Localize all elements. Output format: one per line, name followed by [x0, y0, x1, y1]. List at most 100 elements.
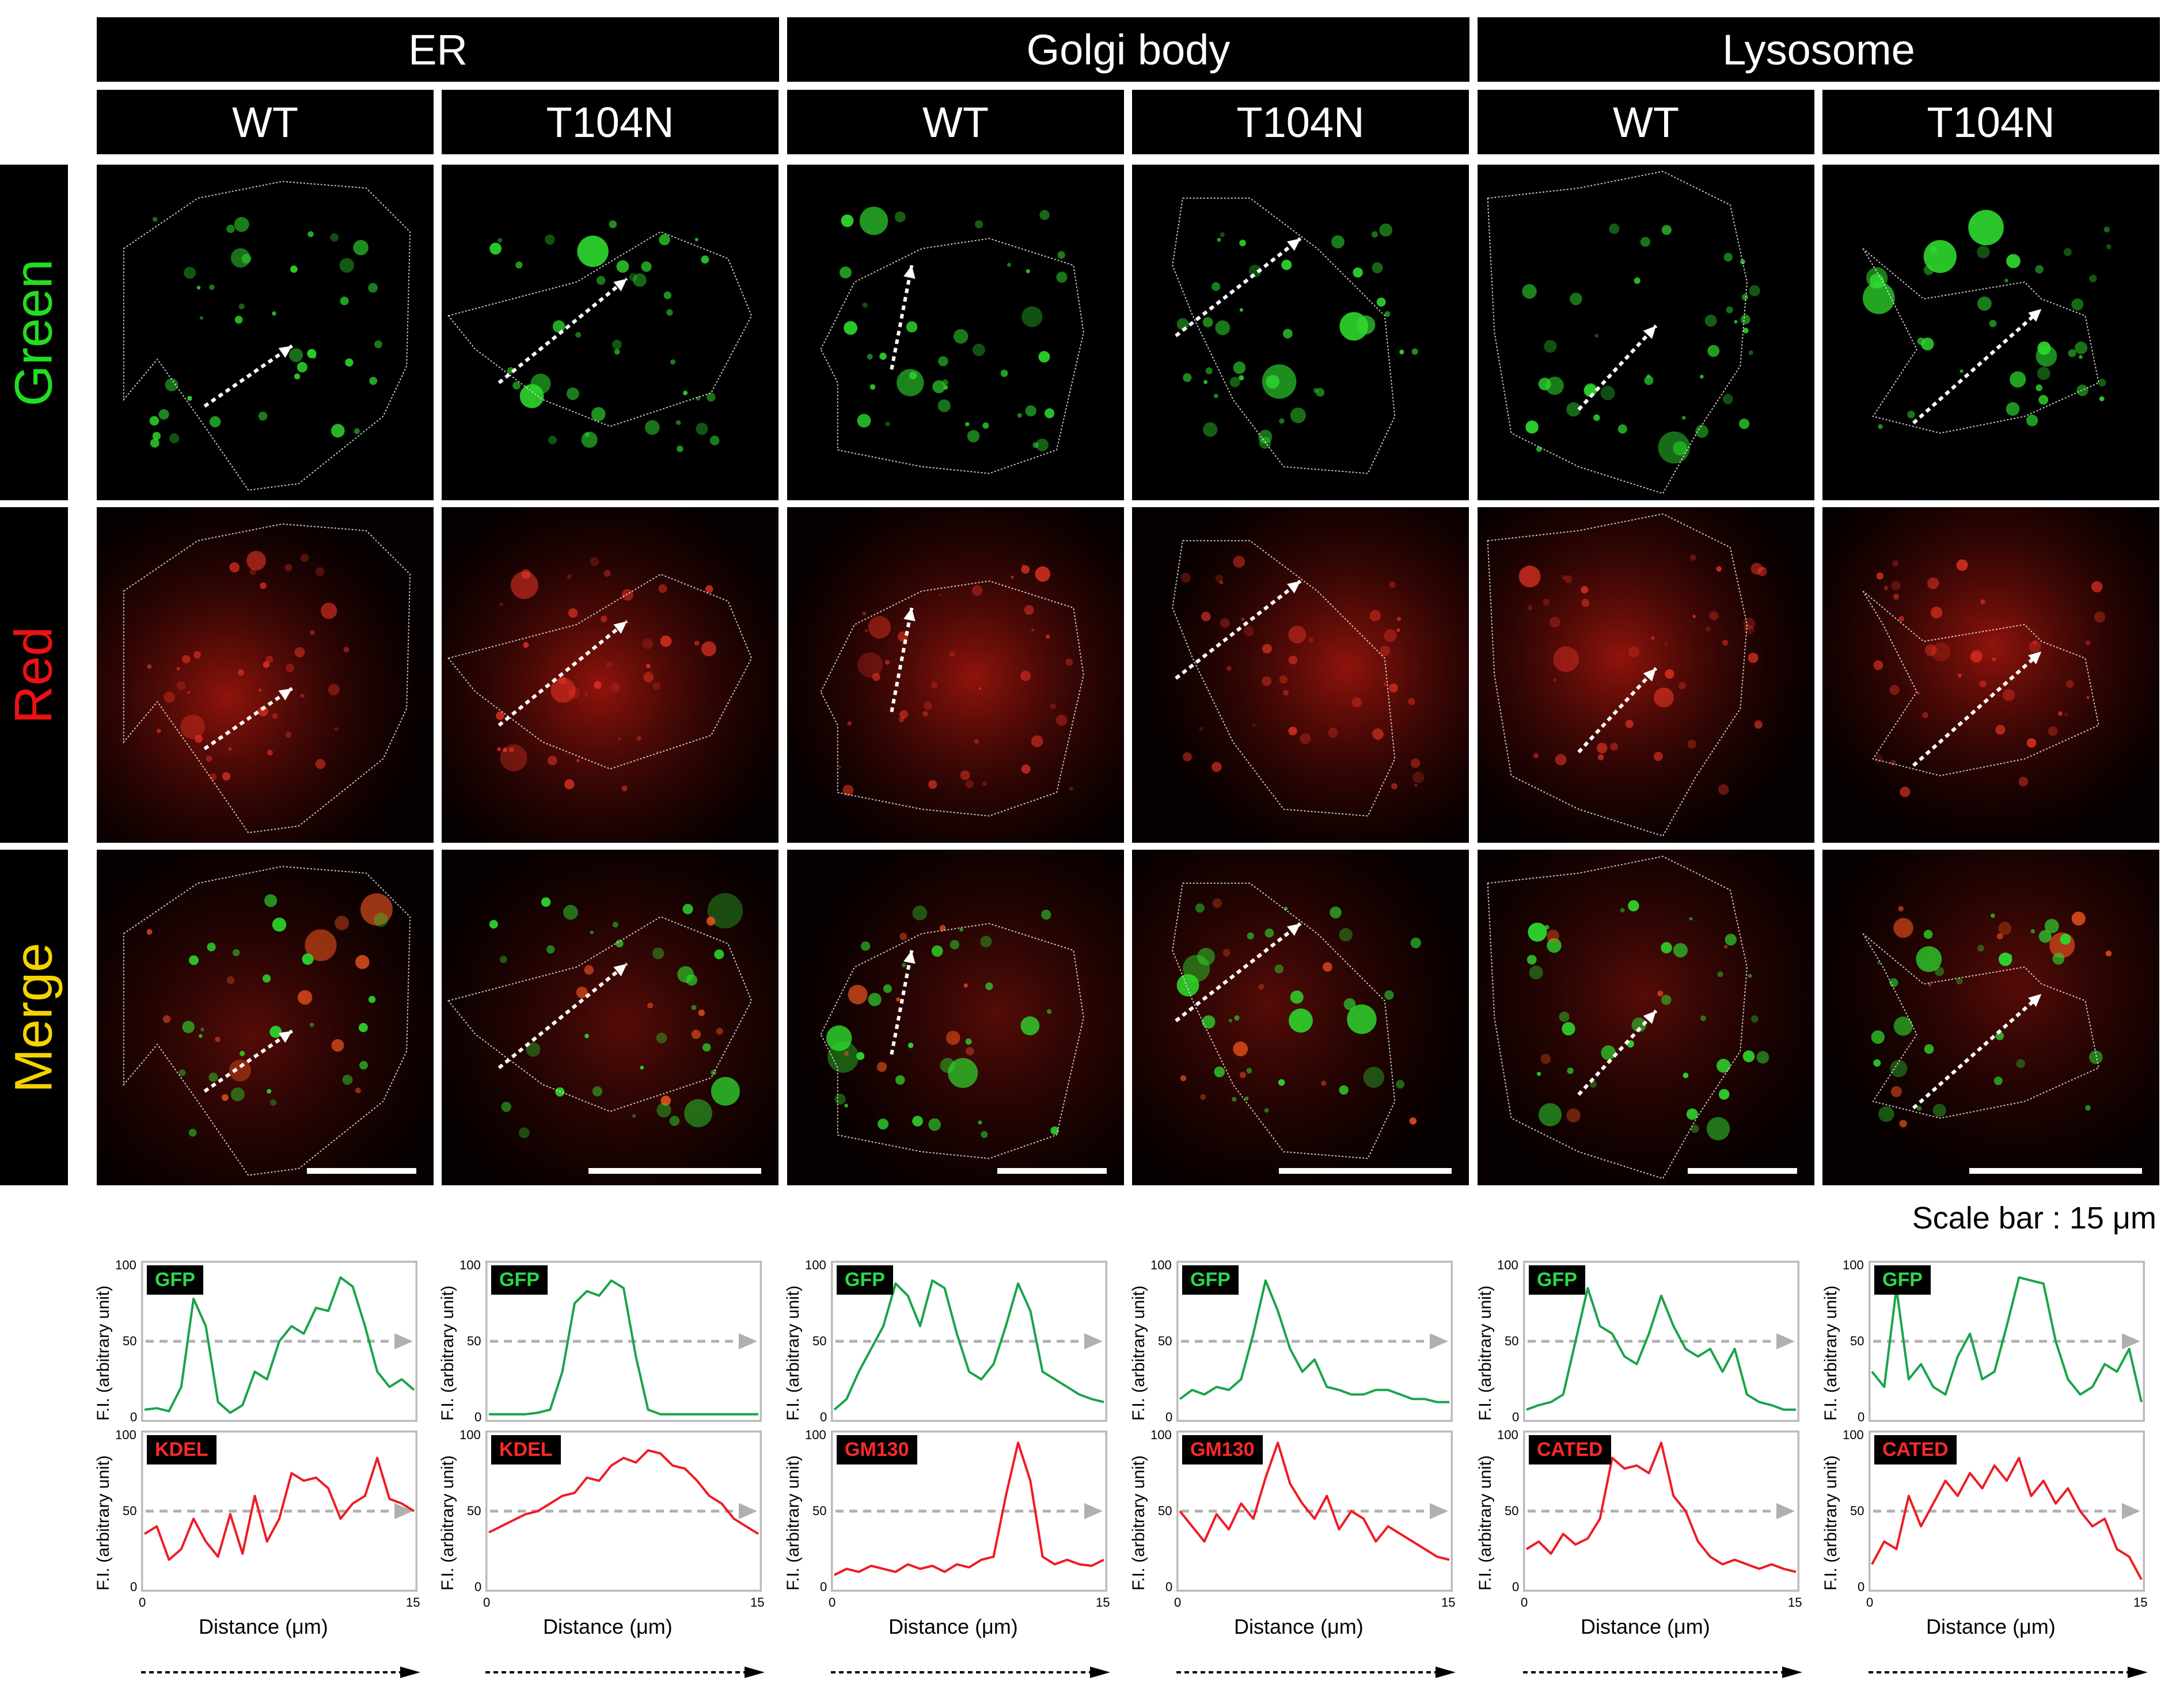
- scale-bar: [588, 1168, 761, 1174]
- y-tick-label: 50: [467, 1504, 481, 1518]
- micrograph-image: [97, 850, 434, 1185]
- threshold-arrowhead: [739, 1503, 757, 1519]
- x-tick-label: 0: [1866, 1595, 1874, 1610]
- y-tick-label: 0: [1165, 1580, 1173, 1594]
- y-tick-label: 0: [1165, 1410, 1173, 1424]
- micrograph-image: [97, 507, 434, 843]
- y-tick-label: 100: [1497, 1428, 1518, 1442]
- y-axis-label: F.I. (arbitrary unit): [1129, 1285, 1148, 1421]
- micrograph-image: [1822, 850, 2159, 1185]
- scale-bar-label: Scale bar : 15 μm: [1912, 1201, 2156, 1235]
- group-header-er: ER: [97, 17, 779, 82]
- plot-frame: [1176, 1261, 1453, 1422]
- y-tick-label: 0: [474, 1580, 482, 1594]
- micrograph-image: [123, 181, 411, 491]
- profile-plot-svg: [1523, 1261, 1799, 1422]
- micrograph-image: [1132, 507, 1469, 843]
- distance-arrow: [1523, 1667, 1802, 1678]
- distance-arrow: [1176, 1667, 1456, 1678]
- marker-trace: [1179, 1441, 1450, 1561]
- y-axis-label: F.I. (arbitrary unit): [1476, 1285, 1495, 1421]
- y-tick-label: 50: [467, 1334, 481, 1348]
- y-tick-label: 100: [1150, 1258, 1172, 1272]
- marker-profile-plot-5: CATED: [1869, 1431, 2145, 1592]
- y-axis-label: F.I. (arbitrary unit): [1476, 1455, 1495, 1591]
- marker-trace: [1525, 1441, 1797, 1573]
- plot-frame: [485, 1261, 762, 1422]
- y-axis-label: F.I. (arbitrary unit): [438, 1455, 457, 1591]
- y-tick-label: 50: [1158, 1334, 1172, 1348]
- threshold-arrowhead: [2122, 1503, 2140, 1519]
- micrograph-image: [442, 507, 779, 843]
- micrograph-image: [1478, 507, 1814, 843]
- micrograph-image: [1862, 210, 2112, 434]
- micrograph-green-lyso-wt: [1478, 165, 1814, 500]
- y-axis-label: F.I. (arbitrary unit): [438, 1285, 457, 1421]
- micrograph-image: [442, 850, 779, 1185]
- gfp-tag: GFP: [837, 1265, 893, 1295]
- gfp-tag: GFP: [491, 1265, 548, 1295]
- plot-frame: [1523, 1261, 1799, 1422]
- micrograph-merge-lyso-wt: [1478, 850, 1814, 1185]
- y-tick-label: 0: [1512, 1410, 1520, 1424]
- scale-bar: [307, 1168, 416, 1174]
- plot-frame: [831, 1261, 1107, 1422]
- y-tick-label: 50: [1158, 1504, 1172, 1518]
- x-axis-label: Distance (μm): [888, 1615, 1018, 1638]
- profile-plot-svg: [1869, 1431, 2145, 1592]
- x-tick-label: 15: [406, 1595, 420, 1610]
- row-label-merge-text: Merge: [4, 942, 63, 1093]
- profile-plot-svg: [1869, 1261, 2145, 1422]
- y-tick-label: 50: [1850, 1504, 1864, 1518]
- threshold-arrowhead: [394, 1503, 413, 1519]
- y-axis-label: F.I. (arbitrary unit): [784, 1285, 803, 1421]
- marker-profile-plot-1: KDEL: [485, 1431, 762, 1592]
- micrograph-red-er-wt: [97, 507, 434, 843]
- y-axis-label: F.I. (arbitrary unit): [94, 1285, 113, 1421]
- profile-plot-svg: [485, 1431, 762, 1592]
- scale-bar: [1688, 1168, 1797, 1174]
- y-tick-label: 0: [820, 1580, 827, 1594]
- micrograph-image: [787, 850, 1124, 1185]
- marker-tag: CATED: [1874, 1435, 1957, 1464]
- micrograph-green-golgi-t104n: [1132, 165, 1469, 500]
- micrograph-merge-lyso-t104n: [1822, 850, 2159, 1185]
- y-tick-label: 100: [459, 1428, 481, 1442]
- y-tick-label: 100: [805, 1428, 826, 1442]
- y-tick-label: 50: [812, 1334, 827, 1348]
- plot-frame: [141, 1261, 417, 1422]
- gfp-tag: GFP: [1874, 1265, 1931, 1295]
- threshold-arrowhead: [1776, 1503, 1795, 1519]
- y-tick-label: 100: [1843, 1258, 1864, 1272]
- profile-plot-svg: [1176, 1261, 1453, 1422]
- micrograph-green-lyso-t104n: [1822, 165, 2159, 500]
- y-tick-label: 0: [130, 1410, 138, 1424]
- y-axis-label: F.I. (arbitrary unit): [1821, 1455, 1840, 1591]
- marker-profile-plot-3: GM130: [1176, 1431, 1453, 1592]
- marker-tag: GM130: [1182, 1435, 1263, 1464]
- micrograph-image: [1822, 507, 2159, 843]
- marker-profile-plot-2: GM130: [831, 1431, 1107, 1592]
- distance-arrow: [1869, 1667, 2148, 1678]
- plot-frame: [141, 1431, 417, 1592]
- plot-frame: [1176, 1431, 1453, 1592]
- gfp-tag: GFP: [1182, 1265, 1239, 1295]
- x-axis-label: Distance (μm): [1926, 1615, 2056, 1638]
- y-tick-label: 0: [1858, 1410, 1865, 1424]
- y-axis-label: F.I. (arbitrary unit): [94, 1455, 113, 1591]
- x-axis-label: Distance (μm): [1234, 1615, 1364, 1638]
- column-header-golgi-wt: WT: [787, 90, 1124, 154]
- y-tick-label: 100: [115, 1258, 136, 1272]
- group-header-lysosome: Lysosome: [1478, 17, 2160, 82]
- micrograph-red-lyso-wt: [1478, 507, 1814, 843]
- micrograph-red-er-t104n: [442, 507, 779, 843]
- distance-arrow: [141, 1667, 420, 1678]
- gfp-profile-plot-5: GFP: [1869, 1261, 2145, 1422]
- threshold-arrowhead: [1084, 1503, 1103, 1519]
- x-tick-label: 15: [2133, 1595, 2148, 1610]
- gfp-trace: [833, 1279, 1104, 1411]
- scale-bar: [1969, 1168, 2142, 1174]
- y-tick-label: 0: [1858, 1580, 1865, 1594]
- marker-profile-plot-0: KDEL: [141, 1431, 417, 1592]
- threshold-arrowhead: [2122, 1333, 2140, 1349]
